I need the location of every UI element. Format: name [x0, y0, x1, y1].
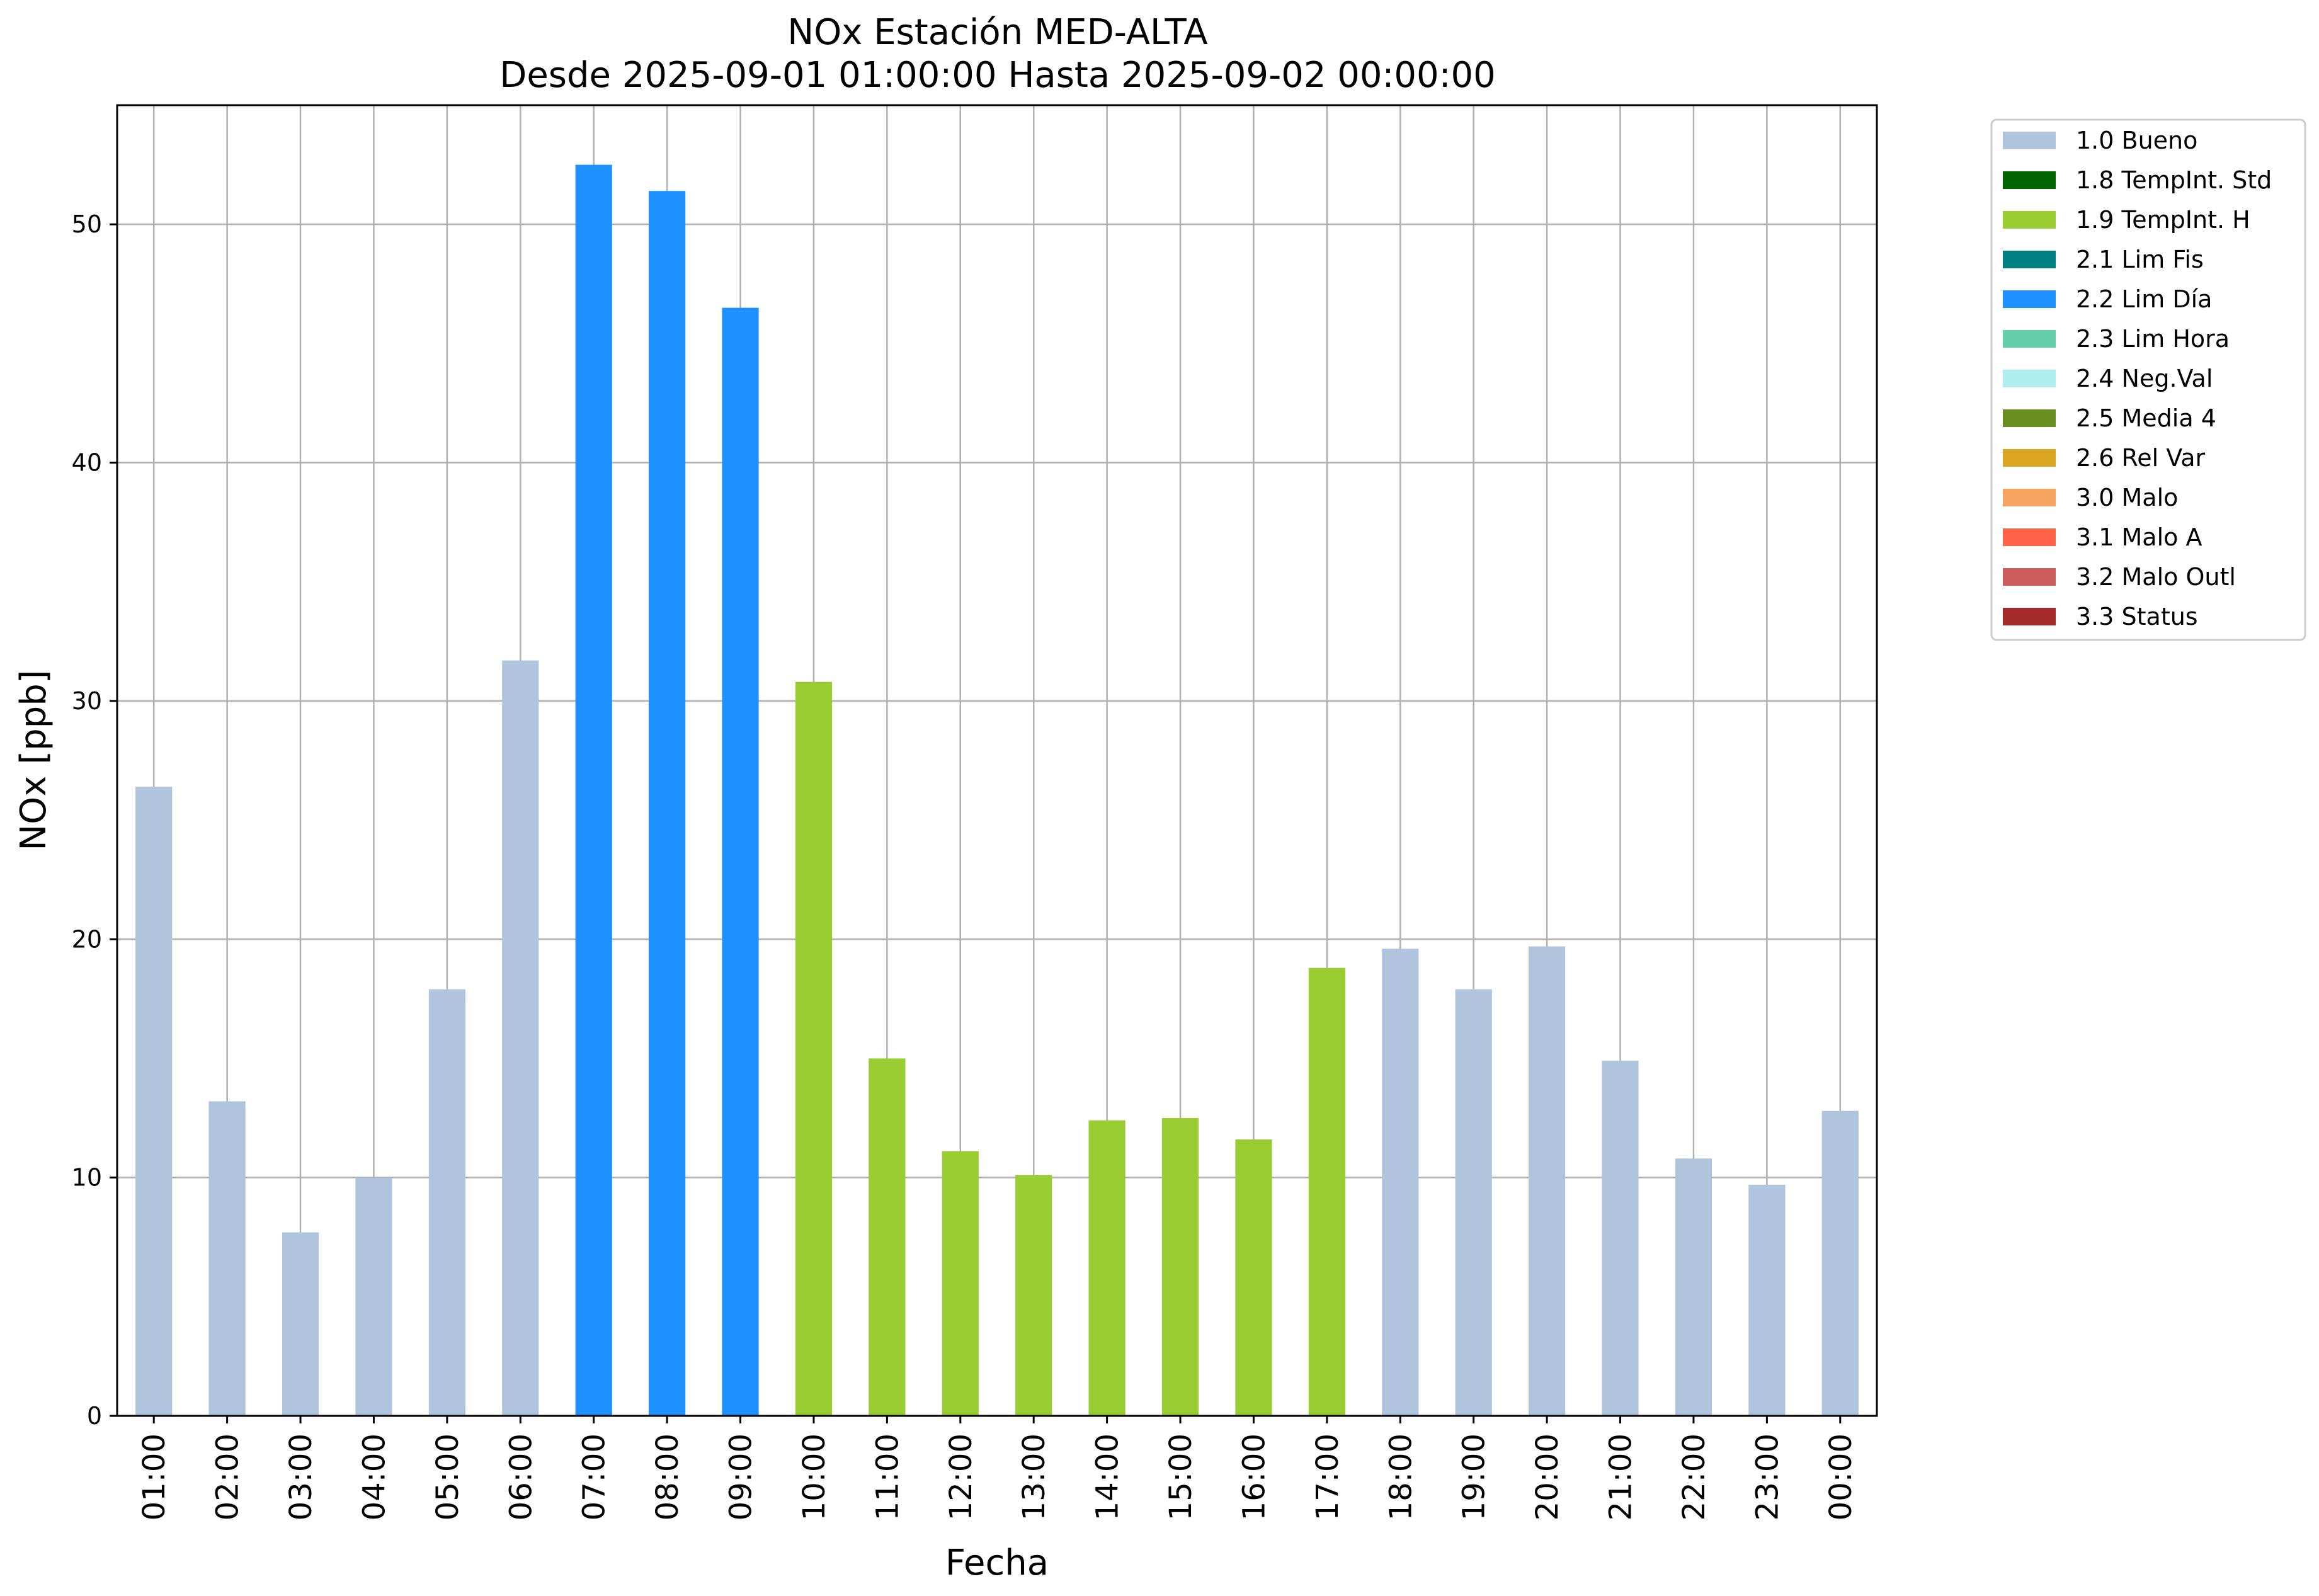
x-tick-label: 12:00 [943, 1434, 979, 1520]
legend-label: 2.2 Lim Día [2076, 285, 2212, 313]
legend-label: 3.3 Status [2076, 603, 2198, 630]
y-tick-label: 10 [72, 1164, 102, 1192]
y-axis-ticks: 0 10 20 30 40 50 [72, 210, 117, 1430]
legend-label: 3.0 Malo [2076, 484, 2178, 511]
x-tick-label: 11:00 [870, 1434, 905, 1520]
x-tick-label: 05:00 [430, 1434, 465, 1520]
x-tick-label: 02:00 [210, 1434, 246, 1520]
x-tick-label: 15:00 [1163, 1434, 1199, 1520]
y-tick-label: 20 [72, 925, 102, 953]
x-tick-label: 07:00 [577, 1434, 612, 1520]
legend-swatch [2003, 528, 2056, 546]
chart-title: NOx Estación MED-ALTA [787, 12, 1207, 53]
x-tick-label: 20:00 [1530, 1434, 1565, 1520]
x-tick-label: 16:00 [1236, 1434, 1272, 1520]
legend-swatch [2003, 251, 2056, 268]
y-tick-label: 50 [72, 210, 102, 238]
bar [282, 1232, 319, 1416]
bar [722, 307, 759, 1416]
legend-swatch [2003, 568, 2056, 586]
x-tick-label: 01:00 [137, 1434, 172, 1520]
bar [1821, 1110, 1859, 1416]
x-tick-label: 23:00 [1750, 1434, 1785, 1520]
x-tick-label: 04:00 [356, 1434, 392, 1520]
legend-swatch [2003, 132, 2056, 149]
bar [1235, 1139, 1272, 1416]
legend-swatch [2003, 211, 2056, 229]
legend-box [1990, 118, 2306, 641]
bar [649, 191, 686, 1416]
x-tick-label: 21:00 [1604, 1434, 1639, 1520]
bar [1455, 989, 1492, 1416]
legend-swatch [2003, 409, 2056, 427]
legend-swatch [2003, 330, 2056, 348]
x-tick-label: 13:00 [1017, 1434, 1052, 1520]
bar [502, 660, 539, 1416]
x-tick-label: 08:00 [650, 1434, 685, 1520]
legend-label: 2.5 Media 4 [2076, 404, 2216, 432]
x-tick-label: 18:00 [1383, 1434, 1418, 1520]
bar [575, 164, 612, 1416]
x-tick-label: 19:00 [1457, 1434, 1492, 1520]
legend-label: 1.9 TempInt. H [2076, 206, 2250, 234]
legend: 1.0 Bueno 1.8 TempInt. Std 1.9 TempInt. H 2… [1990, 118, 2306, 641]
bar [1088, 1120, 1125, 1416]
legend-swatch [2003, 608, 2056, 625]
chart-subtitle: Desde 2025-09-01 01:00:00 Hasta 2025-09-… [499, 55, 1496, 96]
bar [869, 1058, 906, 1416]
legend-label: 3.1 Malo A [2076, 523, 2202, 551]
bar [942, 1151, 979, 1416]
y-tick-label: 40 [72, 449, 102, 477]
legend-swatch [2003, 489, 2056, 506]
x-axis-label: Fecha [945, 1542, 1049, 1583]
legend-swatch [2003, 171, 2056, 189]
bar [1161, 1118, 1199, 1416]
legend-label: 2.1 Lim Fis [2076, 246, 2204, 273]
legend-label: 2.3 Lim Hora [2076, 325, 2230, 353]
legend-label: 1.8 TempInt. Std [2076, 166, 2272, 194]
x-tick-label: 09:00 [724, 1434, 759, 1520]
x-tick-label: 10:00 [797, 1434, 832, 1520]
bar [1675, 1158, 1712, 1416]
y-tick-label: 0 [87, 1402, 102, 1430]
legend-swatch [2003, 370, 2056, 387]
bar [208, 1101, 246, 1416]
bar [1748, 1184, 1786, 1416]
legend-label: 3.2 Malo Outl [2076, 563, 2236, 591]
bar [1308, 967, 1345, 1416]
x-tick-label: 06:00 [503, 1434, 538, 1520]
x-tick-label: 03:00 [283, 1434, 319, 1520]
legend-label: 1.0 Bueno [2076, 127, 2197, 154]
y-axis-label: NOx [ppb] [13, 670, 54, 850]
plot-frame [116, 104, 1878, 1417]
legend-swatch [2003, 449, 2056, 467]
bar [1529, 946, 1566, 1416]
y-tick-label: 30 [72, 687, 102, 715]
bar [428, 989, 465, 1416]
x-tick-label: 17:00 [1310, 1434, 1345, 1520]
bar [1602, 1061, 1639, 1416]
x-tick-label: 00:00 [1823, 1434, 1859, 1520]
bar [355, 1177, 392, 1416]
legend-swatch [2003, 290, 2056, 308]
x-tick-label: 22:00 [1677, 1434, 1712, 1520]
bar [1015, 1175, 1052, 1416]
bar [795, 681, 833, 1416]
legend-label: 2.4 Neg.Val [2076, 365, 2213, 392]
legend-label: 2.6 Rel Var [2076, 444, 2206, 472]
x-tick-label: 14:00 [1090, 1434, 1125, 1520]
bar [1382, 949, 1419, 1416]
bars-group [135, 164, 1859, 1416]
x-axis-ticks: 01:00 02:00 03:00 04:00 05:00 06:00 07:00 08:00… [137, 1416, 1859, 1520]
bar [135, 787, 173, 1416]
